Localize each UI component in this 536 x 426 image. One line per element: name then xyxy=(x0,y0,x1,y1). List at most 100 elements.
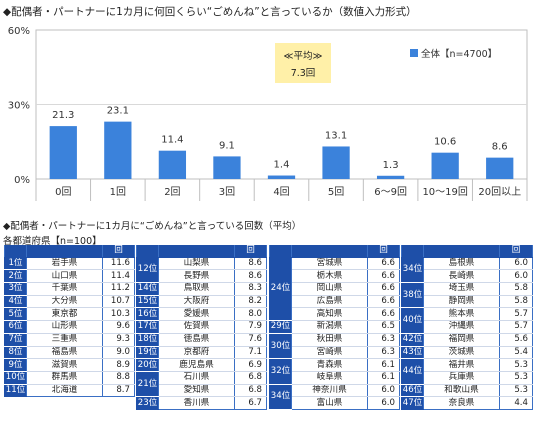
rank-cell: 32位 xyxy=(269,358,292,385)
prefecture-cell: 新潟県 xyxy=(291,320,368,334)
data-label: 1.3 xyxy=(383,160,399,171)
rank-cell: 34位 xyxy=(269,384,292,410)
value-cell: 8.9 xyxy=(102,358,135,372)
rank-cell: 5位 xyxy=(4,307,27,322)
table-row: 高知県 6.6 xyxy=(270,307,400,322)
table-row: 宮崎県 6.3 xyxy=(270,346,400,360)
prefecture-cell: 京都府 xyxy=(158,346,235,360)
value-cell: 10.7 xyxy=(102,295,135,309)
prefecture-cell: 石川県 xyxy=(158,371,235,385)
rank-cell: 34位 xyxy=(401,257,424,284)
table-row: 愛知県 6.8 xyxy=(137,384,267,398)
table-row: 兵庫県 5.3 xyxy=(402,371,533,385)
value-cell: 5.7 xyxy=(499,320,533,334)
value-cell: 6.5 xyxy=(367,320,400,334)
rank-cell: 40位 xyxy=(401,307,424,334)
rank-cell: 14位 xyxy=(136,282,159,296)
bar xyxy=(486,157,514,179)
prefecture-cell: 富山県 xyxy=(291,396,368,410)
table-row: 岡山県 6.6 xyxy=(270,282,400,296)
prefecture-cell: 鳥取県 xyxy=(158,282,235,296)
prefecture-cell: 長野県 xyxy=(158,269,235,284)
prefecture-cell: 茨城県 xyxy=(423,346,500,360)
table-subtitle: 各都道府県【n=100】 xyxy=(3,236,102,247)
prefecture-cell: 群馬県 xyxy=(26,371,103,385)
value-cell: 5.8 xyxy=(499,282,533,296)
table-header xyxy=(269,245,292,258)
value-cell: 8.6 xyxy=(234,269,267,284)
rank-cell: 16位 xyxy=(136,307,159,322)
prefecture-cell: 岡山県 xyxy=(291,282,368,296)
ranking-table: 回 12位 山梨県 8.6 長野県 8.6 14位 鳥取県 8.3 15位 大阪府 8.2 16位 愛媛県… xyxy=(136,245,267,410)
value-cell: 6.1 xyxy=(367,371,400,385)
rank-cell: 11位 xyxy=(4,384,27,398)
prefecture-cell: 長崎県 xyxy=(423,269,500,284)
prefecture-cell: 福井県 xyxy=(423,358,500,372)
value-cell: 6.9 xyxy=(234,358,267,372)
bar xyxy=(431,152,459,179)
value-cell: 8.6 xyxy=(234,257,267,271)
table-row: 14位 鳥取県 8.3 xyxy=(136,282,267,296)
bar xyxy=(267,175,296,179)
data-label: 13.1 xyxy=(325,130,347,141)
table-row: 3位 千葉県 11.2 xyxy=(4,282,135,296)
value-cell: 6.0 xyxy=(499,269,533,284)
x-tick-label: 3回 xyxy=(219,186,235,198)
rank-cell: 10位 xyxy=(4,371,27,385)
table-row: 40位 熊本県 5.7 xyxy=(401,307,533,334)
value-cell: 8.8 xyxy=(102,371,135,385)
table-row: 12位 山梨県 8.6 xyxy=(136,257,267,284)
value-cell: 7.6 xyxy=(234,333,267,347)
y-tick-label: 30% xyxy=(8,101,30,112)
table-row: 38位 埼玉県 5.8 xyxy=(401,282,533,309)
value-cell: 6.1 xyxy=(367,358,400,372)
bar xyxy=(158,150,187,179)
prefecture-cell: 山梨県 xyxy=(158,257,235,271)
rank-cell: 12位 xyxy=(136,257,159,284)
prefecture-cell: 熊本県 xyxy=(423,307,500,322)
value-cell: 5.8 xyxy=(499,295,533,309)
prefecture-cell: 神奈川県 xyxy=(291,384,368,398)
bar xyxy=(322,146,350,179)
prefecture-cell: 鹿児島県 xyxy=(158,358,235,372)
prefecture-cell: 東京都 xyxy=(26,307,103,322)
data-label: 8.6 xyxy=(492,142,508,153)
bar xyxy=(104,121,132,179)
data-label: 9.1 xyxy=(219,140,235,151)
prefecture-cell: 北海道 xyxy=(26,384,103,398)
value-cell: 5.6 xyxy=(499,333,533,347)
value-cell: 5.7 xyxy=(499,307,533,322)
data-label: 23.1 xyxy=(107,106,129,117)
prefecture-cell: 香川県 xyxy=(158,396,235,410)
table-row: 栃木県 6.6 xyxy=(270,269,400,284)
unit-header: 回 xyxy=(499,245,533,258)
prefecture-cell: 青森県 xyxy=(291,358,368,372)
rank-cell: 19位 xyxy=(136,346,159,360)
table-row: 46位 和歌山県 5.3 xyxy=(401,384,533,398)
legend-label: 全体【n=4700】 xyxy=(421,48,497,60)
table-row: 32位 青森県 6.1 xyxy=(269,358,400,385)
prefecture-cell: 福岡県 xyxy=(423,333,500,347)
prefecture-cell: 千葉県 xyxy=(26,282,103,296)
rank-cell: 38位 xyxy=(401,282,424,309)
average-box xyxy=(275,43,331,83)
value-cell: 9.6 xyxy=(102,320,135,334)
prefecture-cell: 栃木県 xyxy=(291,269,368,284)
value-cell: 9.3 xyxy=(102,333,135,347)
value-cell: 11.6 xyxy=(102,257,135,271)
data-label: 1.4 xyxy=(274,160,290,171)
ranking-table: 回 24位 宮城県 6.6 栃木県 6.6 岡山県 6.6 広島県 6.6 高知県 6.6 29位 新潟県… xyxy=(269,245,400,410)
value-cell: 9.0 xyxy=(102,346,135,360)
rank-cell: 23位 xyxy=(136,396,159,410)
average-value: 7.3回 xyxy=(291,68,316,79)
table-row: 23位 香川県 6.7 xyxy=(136,396,267,410)
value-cell: 6.8 xyxy=(234,384,267,398)
table-row: 16位 愛媛県 8.0 xyxy=(136,307,267,322)
prefecture-cell: 宮崎県 xyxy=(291,346,368,360)
table-header xyxy=(4,245,27,258)
data-label: 21.3 xyxy=(52,110,74,121)
value-cell: 8.3 xyxy=(234,282,267,296)
average-label: ≪平均≫ xyxy=(284,50,323,62)
prefecture-cell: 大阪府 xyxy=(158,295,235,309)
data-label: 11.4 xyxy=(161,135,183,146)
